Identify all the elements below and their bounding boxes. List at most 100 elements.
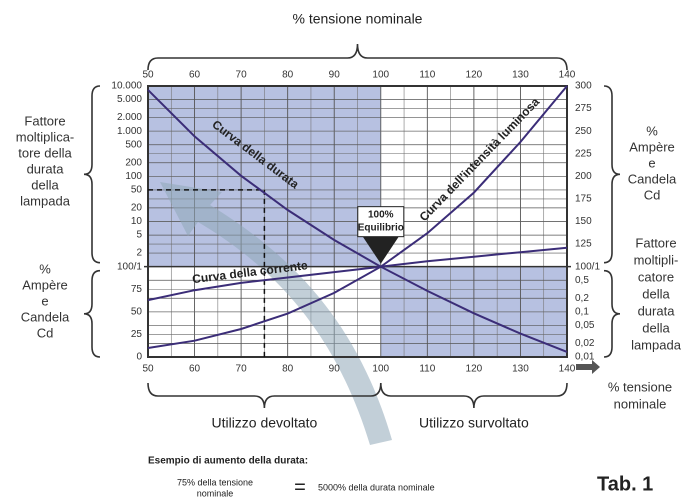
x-tick-label: 120 [466, 364, 483, 375]
x-axis-label: nominale [614, 396, 667, 411]
y2-tick-label: 75 [131, 284, 143, 295]
brace [147, 43, 568, 71]
y-tick-label: 100 [125, 171, 142, 182]
example-text: 5000% della durata nominale [318, 482, 435, 492]
axis-label: moltipli- [634, 252, 679, 267]
y-tick-label: 2 [136, 248, 142, 259]
brace [603, 85, 621, 264]
brace [147, 382, 382, 409]
axis-label: Candela [21, 309, 70, 324]
axis-label: Cd [644, 187, 661, 202]
x-tick-label: 120 [466, 70, 483, 81]
y-tick-label: 5 [136, 230, 142, 241]
x-tick-label: 100 [372, 70, 389, 81]
brace [603, 269, 621, 358]
marker-label: 100% [368, 209, 394, 220]
y2-tick-label: 175 [575, 194, 592, 205]
x-tick-label: 80 [282, 70, 294, 81]
x-tick-label: 60 [189, 70, 201, 81]
axis-label: durata [27, 161, 65, 176]
axis-label: durata [638, 303, 676, 318]
y2-tick-label: 275 [575, 103, 592, 114]
x-tick-label: 50 [142, 70, 154, 81]
y-tick-label: 0,05 [575, 320, 595, 331]
axis-label: della [31, 177, 59, 192]
x-tick-label: 140 [559, 364, 576, 375]
axis-label: della [642, 320, 670, 335]
axis-label: Ampère [22, 277, 68, 292]
axis-label: % [39, 261, 51, 276]
y2-tick-label: 50 [131, 306, 143, 317]
marker-box [357, 206, 405, 238]
marker-label: Equilibrio [358, 222, 404, 233]
equilibrium-marker [362, 236, 399, 264]
y2-tick-label: 125 [575, 239, 592, 250]
plot-frame [147, 85, 568, 358]
brace [83, 85, 101, 264]
chart-title: % tensione nominale [293, 11, 423, 27]
x-tick-label: 90 [329, 364, 341, 375]
axis-label: lampada [20, 193, 71, 208]
y2-tick-label: 250 [575, 126, 592, 137]
axis-label: Ampère [629, 139, 675, 154]
axis-label: moltiplica- [16, 129, 75, 144]
y-tick-label: 100/1 [575, 261, 600, 272]
axis-label: della [642, 286, 670, 301]
y-tick-label: 50 [131, 185, 143, 196]
brace [83, 269, 101, 358]
y-tick-label: 10 [131, 216, 143, 227]
y-tick-label: 1.000 [117, 126, 142, 137]
y-tick-label: 0,02 [575, 338, 595, 349]
decorative-arrow [160, 182, 392, 445]
y-tick-label: 500 [125, 139, 142, 150]
y-tick-label: 200 [125, 157, 142, 168]
x-tick-label: 110 [419, 70, 435, 81]
region-label: Utilizzo survoltato [419, 415, 529, 431]
example-heading: Esempio di aumento della durata: [148, 456, 308, 467]
axis-label: e [41, 293, 48, 308]
x-tick-label: 130 [512, 364, 529, 375]
y-tick-label: 100/1 [117, 261, 142, 272]
y2-tick-label: 300 [575, 81, 592, 92]
x-tick-label: 130 [512, 70, 529, 81]
y2-tick-label: 150 [575, 216, 592, 227]
axis-label: Fattore [24, 113, 65, 128]
brace [379, 382, 568, 409]
x-tick-label: 90 [329, 70, 341, 81]
axis-label: tore della [18, 145, 72, 160]
x-tick-label: 60 [189, 364, 201, 375]
x-tick-label: 140 [559, 70, 576, 81]
x-tick-label: 80 [282, 364, 294, 375]
y-tick-label: 20 [131, 203, 143, 214]
x-tick-label: 100 [372, 364, 389, 375]
axis-label: e [648, 155, 655, 170]
axis-label: Fattore [635, 235, 676, 250]
axis-label: catore [638, 269, 674, 284]
y-tick-label: 0,2 [575, 293, 589, 304]
y-tick-label: 2.000 [117, 112, 142, 123]
axis-label: % [646, 123, 658, 138]
y2-tick-label: 0 [136, 352, 142, 363]
y-tick-label: 0,1 [575, 306, 589, 317]
y2-tick-label: 225 [575, 148, 592, 159]
region-label: Utilizzo devoltato [211, 415, 317, 431]
series-line [147, 85, 568, 349]
axis-label: Cd [37, 325, 54, 340]
y2-tick-label: 25 [131, 329, 143, 340]
example-text: nominale [197, 488, 234, 498]
series-line [147, 246, 568, 302]
x-tick-label: 70 [236, 70, 248, 81]
y2-tick-label: 200 [575, 171, 592, 182]
x-tick-label: 110 [419, 364, 435, 375]
x-axis-label: % tensione [608, 379, 672, 394]
example-sign: = [294, 476, 306, 498]
axis-label: Candela [628, 171, 677, 186]
table-label: Tab. 1 [597, 473, 653, 495]
x-tick-label: 50 [142, 364, 154, 375]
y-tick-label: 10.000 [111, 81, 142, 92]
y-tick-label: 0,01 [575, 352, 595, 363]
x-tick-label: 70 [236, 364, 248, 375]
arrow-icon [576, 360, 600, 374]
example-text: 75% della tensione [177, 477, 253, 487]
